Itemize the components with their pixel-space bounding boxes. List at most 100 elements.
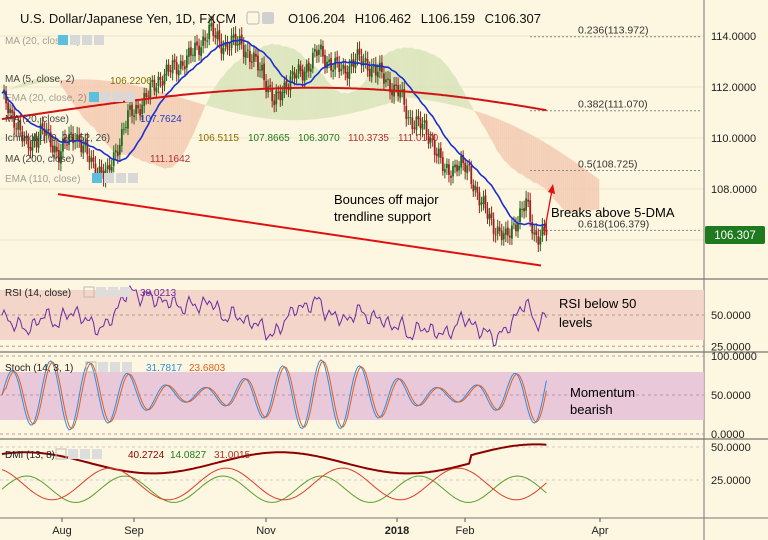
settings-icon[interactable] [58, 35, 68, 45]
candle-body [253, 52, 255, 62]
candle-body [116, 151, 119, 157]
close-icon[interactable] [110, 362, 120, 372]
cloud-segment [507, 123, 510, 167]
candle-body [385, 79, 387, 83]
cloud-segment [515, 126, 518, 173]
close-icon[interactable] [82, 35, 92, 45]
candle-body [498, 227, 501, 232]
cloud-segment [416, 49, 419, 99]
candle-body [370, 66, 373, 78]
more-icon[interactable] [125, 92, 135, 102]
cloud-segment [593, 175, 596, 211]
settings-icon[interactable] [262, 12, 274, 24]
eye-icon[interactable] [70, 35, 80, 45]
cloud-segment [485, 114, 488, 133]
cloud-segment [432, 54, 435, 102]
cloud-segment [201, 103, 204, 117]
candle-body [60, 151, 62, 164]
candle-body [261, 64, 263, 71]
candle-body [43, 128, 46, 136]
cloud-segment [67, 79, 70, 99]
cloud-segment [337, 90, 340, 117]
more-icon[interactable] [92, 449, 102, 459]
cloud-segment [215, 83, 218, 109]
candle-body [433, 139, 436, 155]
more-icon[interactable] [128, 173, 138, 183]
eye-icon[interactable] [246, 11, 260, 25]
cloud-segment [562, 153, 565, 211]
candle-body [204, 37, 207, 41]
close-icon[interactable] [116, 173, 126, 183]
cloud-segment [457, 79, 460, 107]
eye-icon[interactable] [104, 173, 114, 183]
cloud-segment [308, 61, 311, 120]
candle-body [163, 74, 166, 85]
candle-body [51, 145, 54, 153]
cloud-segment [16, 85, 19, 89]
dmi-title: DMI (13, 8) [5, 450, 55, 461]
cloud-segment [245, 54, 248, 116]
settings-icon[interactable] [89, 92, 99, 102]
cloud-segment [325, 77, 328, 119]
candle-body [171, 60, 174, 74]
eye-icon[interactable] [83, 286, 95, 298]
cloud-segment [440, 58, 443, 103]
cloud-segment [235, 61, 238, 114]
cloud-segment [452, 74, 456, 106]
rsi-axis: 25.0000 50.0000 [0, 310, 751, 353]
candle-body [450, 175, 452, 178]
dmi-minus-line [1, 467, 547, 501]
close-icon[interactable] [113, 92, 123, 102]
cloud-segment [268, 44, 271, 119]
candle-body [41, 123, 44, 128]
settings-icon[interactable] [68, 449, 78, 459]
candle-body [269, 84, 272, 87]
ma200-line [1, 86, 547, 121]
settings-icon[interactable] [98, 362, 108, 372]
more-icon[interactable] [120, 287, 130, 297]
candle-body [202, 36, 205, 46]
eye-icon[interactable] [85, 361, 97, 373]
candle-body [411, 117, 414, 130]
cloud-segment [355, 89, 358, 113]
cloud-segment [347, 93, 350, 115]
cloud-segment [320, 72, 323, 119]
cloud-segment [207, 98, 210, 107]
candle-body [259, 69, 261, 71]
close-icon[interactable] [80, 449, 90, 459]
cloud-segment [361, 83, 364, 111]
stoch-k-value: 31.7817 [146, 363, 183, 374]
more-icon[interactable] [122, 362, 132, 372]
candle-body [23, 137, 26, 142]
stoch-k-line [1, 359, 547, 431]
candle-body [454, 164, 456, 168]
eye-icon[interactable] [101, 92, 111, 102]
cloud-segment [570, 159, 573, 214]
cloud-segment [560, 152, 563, 210]
candle-body [250, 61, 253, 63]
stoch-tick-label: 0.0000 [711, 429, 745, 441]
cloud-segment [174, 95, 177, 165]
cloud-segment [243, 55, 246, 116]
candle-body [511, 225, 513, 239]
eye-icon[interactable] [55, 448, 67, 460]
close-icon[interactable] [108, 287, 118, 297]
candle-body [502, 233, 505, 240]
settings-icon[interactable] [96, 287, 106, 297]
candle-body [72, 133, 75, 144]
more-icon[interactable] [94, 35, 104, 45]
settings-icon[interactable] [92, 173, 102, 183]
candle-body [421, 123, 424, 130]
candle-body [492, 218, 495, 234]
cloud-segment [312, 65, 315, 120]
cloud-segment [180, 97, 183, 159]
stoch-axis: 0.0000 50.0000 100.0000 [0, 351, 757, 441]
cloud-segment [182, 98, 185, 155]
candle-body [332, 69, 335, 72]
cloud-segment [247, 52, 250, 116]
cloud-segment [314, 66, 317, 120]
cloud-segment [42, 77, 45, 83]
fibonacci-levels: 0.236(113.972) 0.382(111.070) 0.5(108.725)… [530, 25, 700, 231]
cloud-segment [568, 157, 571, 214]
rsi-line [1, 284, 547, 347]
